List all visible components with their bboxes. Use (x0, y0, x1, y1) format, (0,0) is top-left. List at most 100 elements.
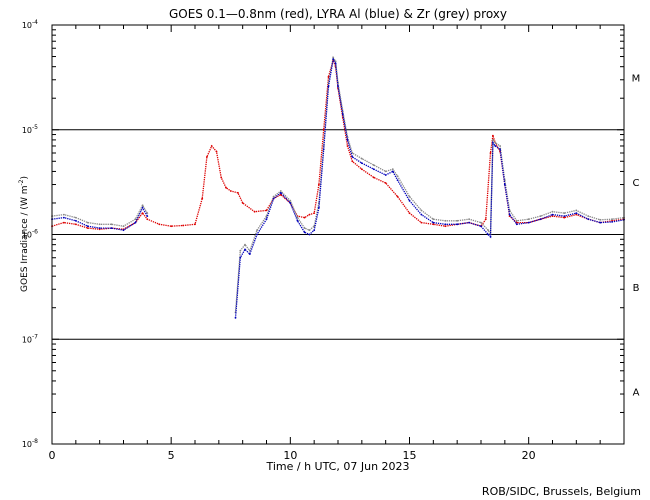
data-point (420, 209, 423, 212)
data-point (551, 215, 554, 218)
data-point (494, 141, 497, 144)
data-point (551, 213, 554, 216)
data-point (308, 233, 311, 236)
data-point (210, 145, 213, 147)
data-point (391, 170, 394, 173)
data-point (122, 229, 125, 232)
data-point (318, 206, 320, 209)
data-point (248, 253, 251, 256)
data-point (253, 210, 256, 213)
data-point (587, 218, 590, 221)
data-point (360, 157, 363, 160)
data-point (332, 56, 335, 59)
data-point (63, 213, 65, 216)
data-point (384, 182, 387, 184)
data-point (539, 218, 542, 221)
data-point (170, 225, 173, 228)
data-point (146, 218, 149, 221)
data-point (289, 202, 292, 204)
data-point (456, 223, 459, 226)
data-point (587, 215, 590, 218)
data-point (351, 156, 354, 158)
data-point (487, 233, 490, 236)
data-point (456, 219, 459, 222)
data-point (499, 145, 501, 147)
data-point (74, 219, 77, 222)
data-point (527, 218, 530, 221)
data-point (599, 218, 602, 221)
flare-class-label: M (632, 73, 641, 84)
data-point (279, 193, 282, 196)
series-line (51, 58, 625, 230)
data-point (432, 221, 435, 224)
data-point (110, 227, 113, 230)
data-point (327, 85, 330, 88)
flare-class-label: C (633, 178, 640, 189)
data-point (86, 221, 89, 224)
data-point (492, 139, 494, 141)
data-point (272, 195, 275, 198)
data-point (489, 235, 492, 238)
data-point (86, 227, 89, 230)
data-point (327, 75, 330, 78)
data-point (308, 213, 311, 216)
data-point (234, 317, 237, 319)
data-point (391, 168, 394, 171)
data-point (346, 139, 349, 141)
y-axis-label-prefix: GOES Irradiance / (W m (20, 186, 30, 292)
data-point (146, 215, 149, 218)
data-point (489, 152, 492, 154)
flare-class-labels: A B C M (632, 73, 641, 398)
y-tick-label: 10-7 (22, 333, 38, 344)
data-point (303, 227, 306, 230)
data-point (241, 202, 244, 204)
data-point (318, 183, 320, 186)
data-point (141, 206, 144, 209)
data-point (98, 227, 101, 230)
data-point (308, 229, 311, 232)
data-point (515, 223, 518, 226)
data-point (296, 219, 299, 222)
data-point (86, 225, 89, 228)
data-point (313, 229, 316, 232)
data-point (279, 191, 282, 194)
data-point (384, 170, 387, 173)
data-point (420, 221, 423, 224)
data-point (141, 204, 144, 207)
data-point (244, 248, 246, 251)
flare-class-label: A (633, 388, 640, 399)
series-line (51, 55, 625, 313)
data-point (480, 225, 482, 228)
data-point (599, 221, 602, 224)
data-point (432, 218, 435, 221)
data-point (98, 223, 101, 226)
data-point (487, 229, 490, 232)
data-point (563, 215, 566, 218)
data-point (74, 216, 77, 219)
data-point (494, 145, 497, 147)
x-axis: 0 5 10 15 20 (49, 25, 625, 462)
data-point (372, 168, 375, 171)
data-point (201, 197, 204, 200)
data-point (256, 233, 258, 236)
data-point (351, 160, 354, 163)
data-point (396, 179, 399, 182)
data-point (396, 195, 399, 198)
data-point (158, 223, 161, 226)
data-point (272, 197, 275, 200)
data-point (408, 195, 411, 198)
data-point (313, 212, 316, 215)
data-point (575, 209, 578, 212)
flare-class-label: B (633, 283, 640, 294)
y-axis-label: GOES Irradiance / (W m-2) (18, 176, 30, 292)
series-line (51, 57, 625, 318)
data-point (303, 231, 306, 234)
data-point (575, 212, 578, 215)
data-point (432, 223, 435, 226)
data-point (551, 210, 554, 213)
data-point (215, 150, 218, 153)
y-tick-label: 10-6 (22, 229, 38, 240)
data-point (515, 219, 518, 222)
data-point (322, 148, 325, 151)
